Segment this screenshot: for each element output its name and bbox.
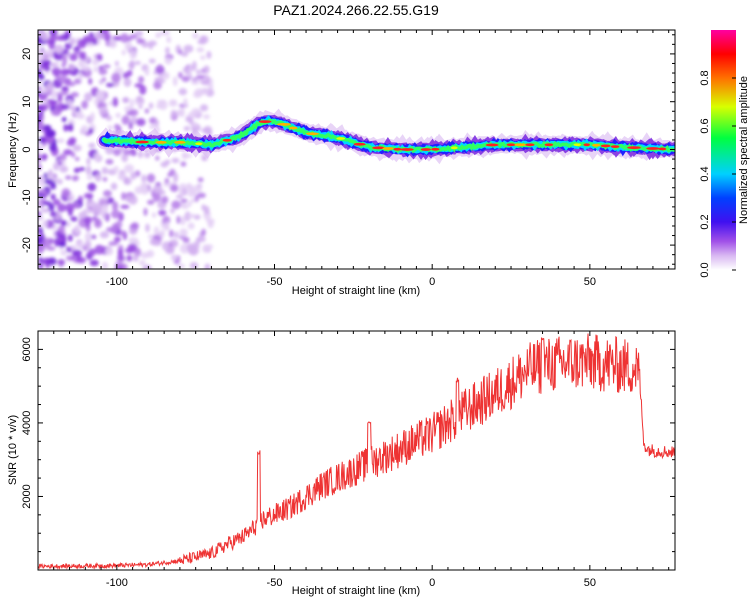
x-tick-label: 0 — [429, 577, 435, 589]
colorbar-tick-label: 0.6 — [699, 118, 711, 133]
y-tick-label: 0 — [21, 146, 33, 152]
y-tick-label: -20 — [21, 237, 33, 253]
spectrogram-y-axis-label: Frequency (Hz) — [7, 112, 19, 188]
spectrogram-x-axis-label: Height of straight line (km) — [292, 285, 420, 297]
snr-panel: -100 -50 0 50 2000 4000 6000 Height of straig… — [7, 330, 676, 597]
snr-y-ticks: 2000 4000 6000 — [21, 330, 675, 553]
snr-y-axis-label: SNR (10 * v/v) — [7, 415, 19, 485]
x-tick-label: 50 — [584, 276, 596, 288]
colorbar-tick-label: 0.2 — [699, 214, 711, 229]
colorbar: 0.0 0.2 0.4 0.6 0.8 Normalized spectral ampl… — [699, 30, 750, 278]
colorbar-ticks: 0.0 0.2 0.4 0.6 0.8 — [699, 70, 736, 278]
spectrogram-y-ticks: -20 -10 0 10 20 — [21, 34, 675, 265]
x-tick-label: -100 — [106, 276, 128, 288]
ridge-peaks — [135, 120, 667, 151]
x-tick-label: -100 — [106, 577, 128, 589]
y-tick-label: -10 — [21, 189, 33, 205]
snr-plot-area — [38, 333, 675, 570]
x-tick-label: 0 — [429, 276, 435, 288]
colorbar-tick-label: 0.0 — [699, 262, 711, 277]
spectrogram-plot-area — [38, 30, 675, 269]
spectrogram-x-ticks: -100 -50 0 50 — [53, 30, 670, 288]
colorbar-tick-label: 0.8 — [699, 70, 711, 85]
x-tick-label: -50 — [267, 577, 283, 589]
snr-series-line — [38, 333, 675, 570]
y-tick-label: 6000 — [21, 337, 33, 361]
figure-title: PAZ1.2024.266.22.55.G19 — [273, 2, 439, 18]
snr-x-axis-label: Height of straight line (km) — [292, 585, 420, 597]
colorbar-tick-label: 0.4 — [699, 166, 711, 181]
snr-x-ticks: -100 -50 0 50 — [53, 331, 670, 589]
colorbar-gradient — [711, 30, 736, 270]
y-tick-label: 4000 — [21, 411, 33, 435]
x-tick-label: 50 — [584, 577, 596, 589]
colorbar-label: Normalized spectral amplitude — [738, 76, 750, 224]
snr-frame — [37, 330, 676, 571]
y-tick-label: 20 — [21, 48, 33, 60]
y-tick-label: 2000 — [21, 484, 33, 508]
y-tick-label: 10 — [21, 96, 33, 108]
noise-speckle — [38, 30, 215, 269]
x-tick-label: -50 — [267, 276, 283, 288]
